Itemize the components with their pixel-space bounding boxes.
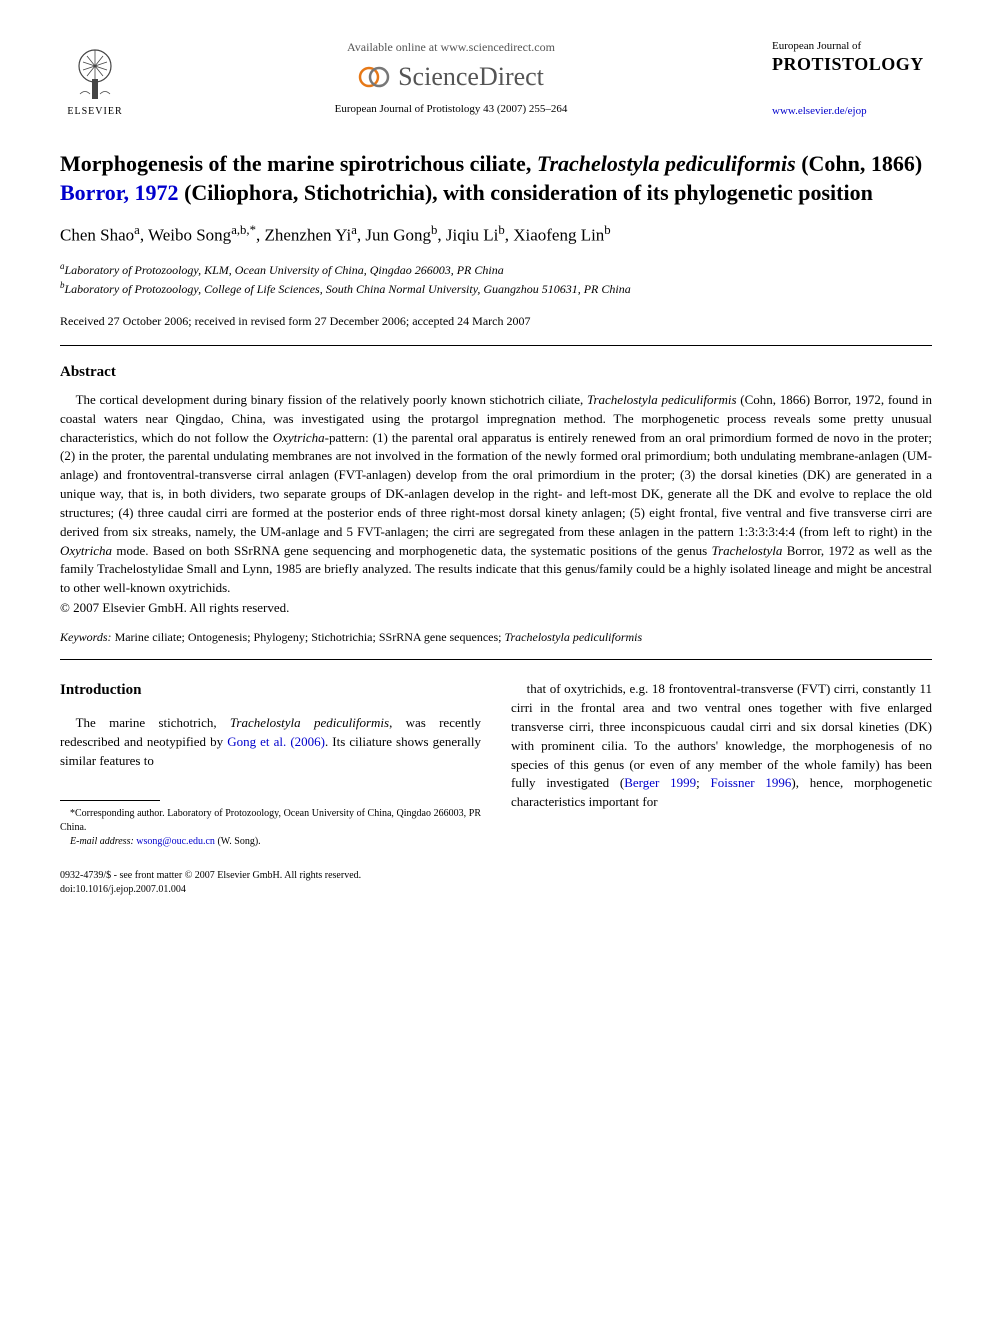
email-footnote: E-mail address: wsong@ouc.edu.cn (W. Son… [60,835,481,849]
abstract-body: The cortical development during binary f… [60,391,932,598]
bottom-meta: 0932-4739/$ - see front matter © 2007 El… [60,869,932,897]
elsevier-logo: ELSEVIER [60,40,130,120]
journal-link[interactable]: www.elsevier.de/ejop [772,105,932,117]
email-link[interactable]: wsong@ouc.edu.cn [136,836,215,847]
keywords-italic: Trachelostyla pediculiformis [505,630,643,644]
intro-l-t1: The marine stichotrich, [76,715,230,730]
intro-right-p1: that of oxytrichids, e.g. 18 frontoventr… [511,680,932,812]
elsevier-tree-icon [65,44,125,104]
author-4-sup: b [431,223,437,237]
intro-r-t1: that of oxytrichids, e.g. 18 frontoventr… [511,681,932,790]
affiliations: aLaboratory of Protozoology, KLM, Ocean … [60,260,932,298]
copyright: © 2007 Elsevier GmbH. All rights reserve… [60,600,932,616]
sciencedirect-icon [358,61,390,93]
author-6-sup: b [604,223,610,237]
authors-line: Chen Shaoa, Weibo Songa,b,*, Zhenzhen Yi… [60,223,932,246]
left-column: Introduction The marine stichotrich, Tra… [60,680,481,849]
available-online-text: Available online at www.sciencedirect.co… [150,40,752,55]
keywords: Keywords: Marine ciliate; Ontogenesis; P… [60,630,932,645]
author-3-sup: a [351,223,357,237]
intro-left-p1: The marine stichotrich, Trachelostyla pe… [60,714,481,771]
keywords-text: Marine ciliate; Ontogenesis; Phylogeny; … [112,630,505,644]
author-3: Zhenzhen Yi [264,226,351,245]
header-row: ELSEVIER Available online at www.science… [60,40,932,120]
article-dates: Received 27 October 2006; received in re… [60,314,932,329]
abs-i4: Trachelostyla [712,543,783,558]
title-citation-link[interactable]: Borror, 1972 [60,180,179,205]
rule-top [60,345,932,346]
sciencedirect-logo: ScienceDirect [150,61,752,93]
affiliation-a-text: Laboratory of Protozoology, KLM, Ocean U… [65,263,504,277]
elsevier-label: ELSEVIER [67,106,122,117]
abs-i1: Trachelostyla pediculiformis [587,392,737,407]
intro-l-link1[interactable]: Gong et al. (2006) [227,734,325,749]
author-1-sup: a [134,223,140,237]
right-column: that of oxytrichids, e.g. 18 frontoventr… [511,680,932,849]
abstract-heading: Abstract [60,364,932,381]
author-6: Xiaofeng Lin [513,226,604,245]
abs-t4: mode. Based on both SSrRNA gene sequenci… [112,543,712,558]
footnote-separator [60,800,160,801]
corresponding-footnote: *Corresponding author. Laboratory of Pro… [60,807,481,835]
affiliation-b-text: Laboratory of Protozoology, College of L… [65,282,631,296]
header-center: Available online at www.sciencedirect.co… [130,40,772,115]
intro-r-link1[interactable]: Berger 1999 [624,775,696,790]
introduction-heading: Introduction [60,680,481,702]
title-part3: (Ciliophora, Stichotrichia), with consid… [179,180,873,205]
affiliation-a: aLaboratory of Protozoology, KLM, Ocean … [60,260,932,279]
email-suffix: (W. Song). [215,836,261,847]
intro-r-link2[interactable]: Foissner 1996 [711,775,792,790]
abs-i2: Oxytricha [273,430,325,445]
doi-line: doi:10.1016/j.ejop.2007.01.004 [60,883,932,897]
intro-l-i1: Trachelostyla pediculiformis [230,715,389,730]
author-2: Weibo Song [148,226,231,245]
intro-r-t2: ; [696,775,710,790]
sciencedirect-label: ScienceDirect [398,62,544,92]
title-part1: Morphogenesis of the marine spirotrichou… [60,151,537,176]
rule-bottom [60,659,932,660]
journal-reference: European Journal of Protistology 43 (200… [150,103,752,115]
author-4: Jun Gong [365,226,431,245]
keywords-label: Keywords: [60,630,112,644]
journal-brand-small: European Journal of [772,40,932,52]
affiliation-b: bLaboratory of Protozoology, College of … [60,279,932,298]
author-2-sup: a,b,* [231,223,256,237]
title-species1: Trachelostyla pediculiformis [537,151,796,176]
article-title: Morphogenesis of the marine spirotrichou… [60,150,932,207]
header-right: European Journal of PROTISTOLOGY www.els… [772,40,932,117]
abs-t1: The cortical development during binary f… [76,392,587,407]
title-part2: (Cohn, 1866) [796,151,923,176]
issn-line: 0932-4739/$ - see front matter © 2007 El… [60,869,932,883]
author-5-sup: b [498,223,504,237]
email-label: E-mail address: [70,836,134,847]
two-column-body: Introduction The marine stichotrich, Tra… [60,680,932,849]
author-5: Jiqiu Li [446,226,498,245]
abs-t3: -pattern: (1) the parental oral apparatu… [60,430,932,539]
abs-i3: Oxytricha [60,543,112,558]
author-1: Chen Shao [60,226,134,245]
journal-brand-big: PROTISTOLOGY [772,54,932,75]
